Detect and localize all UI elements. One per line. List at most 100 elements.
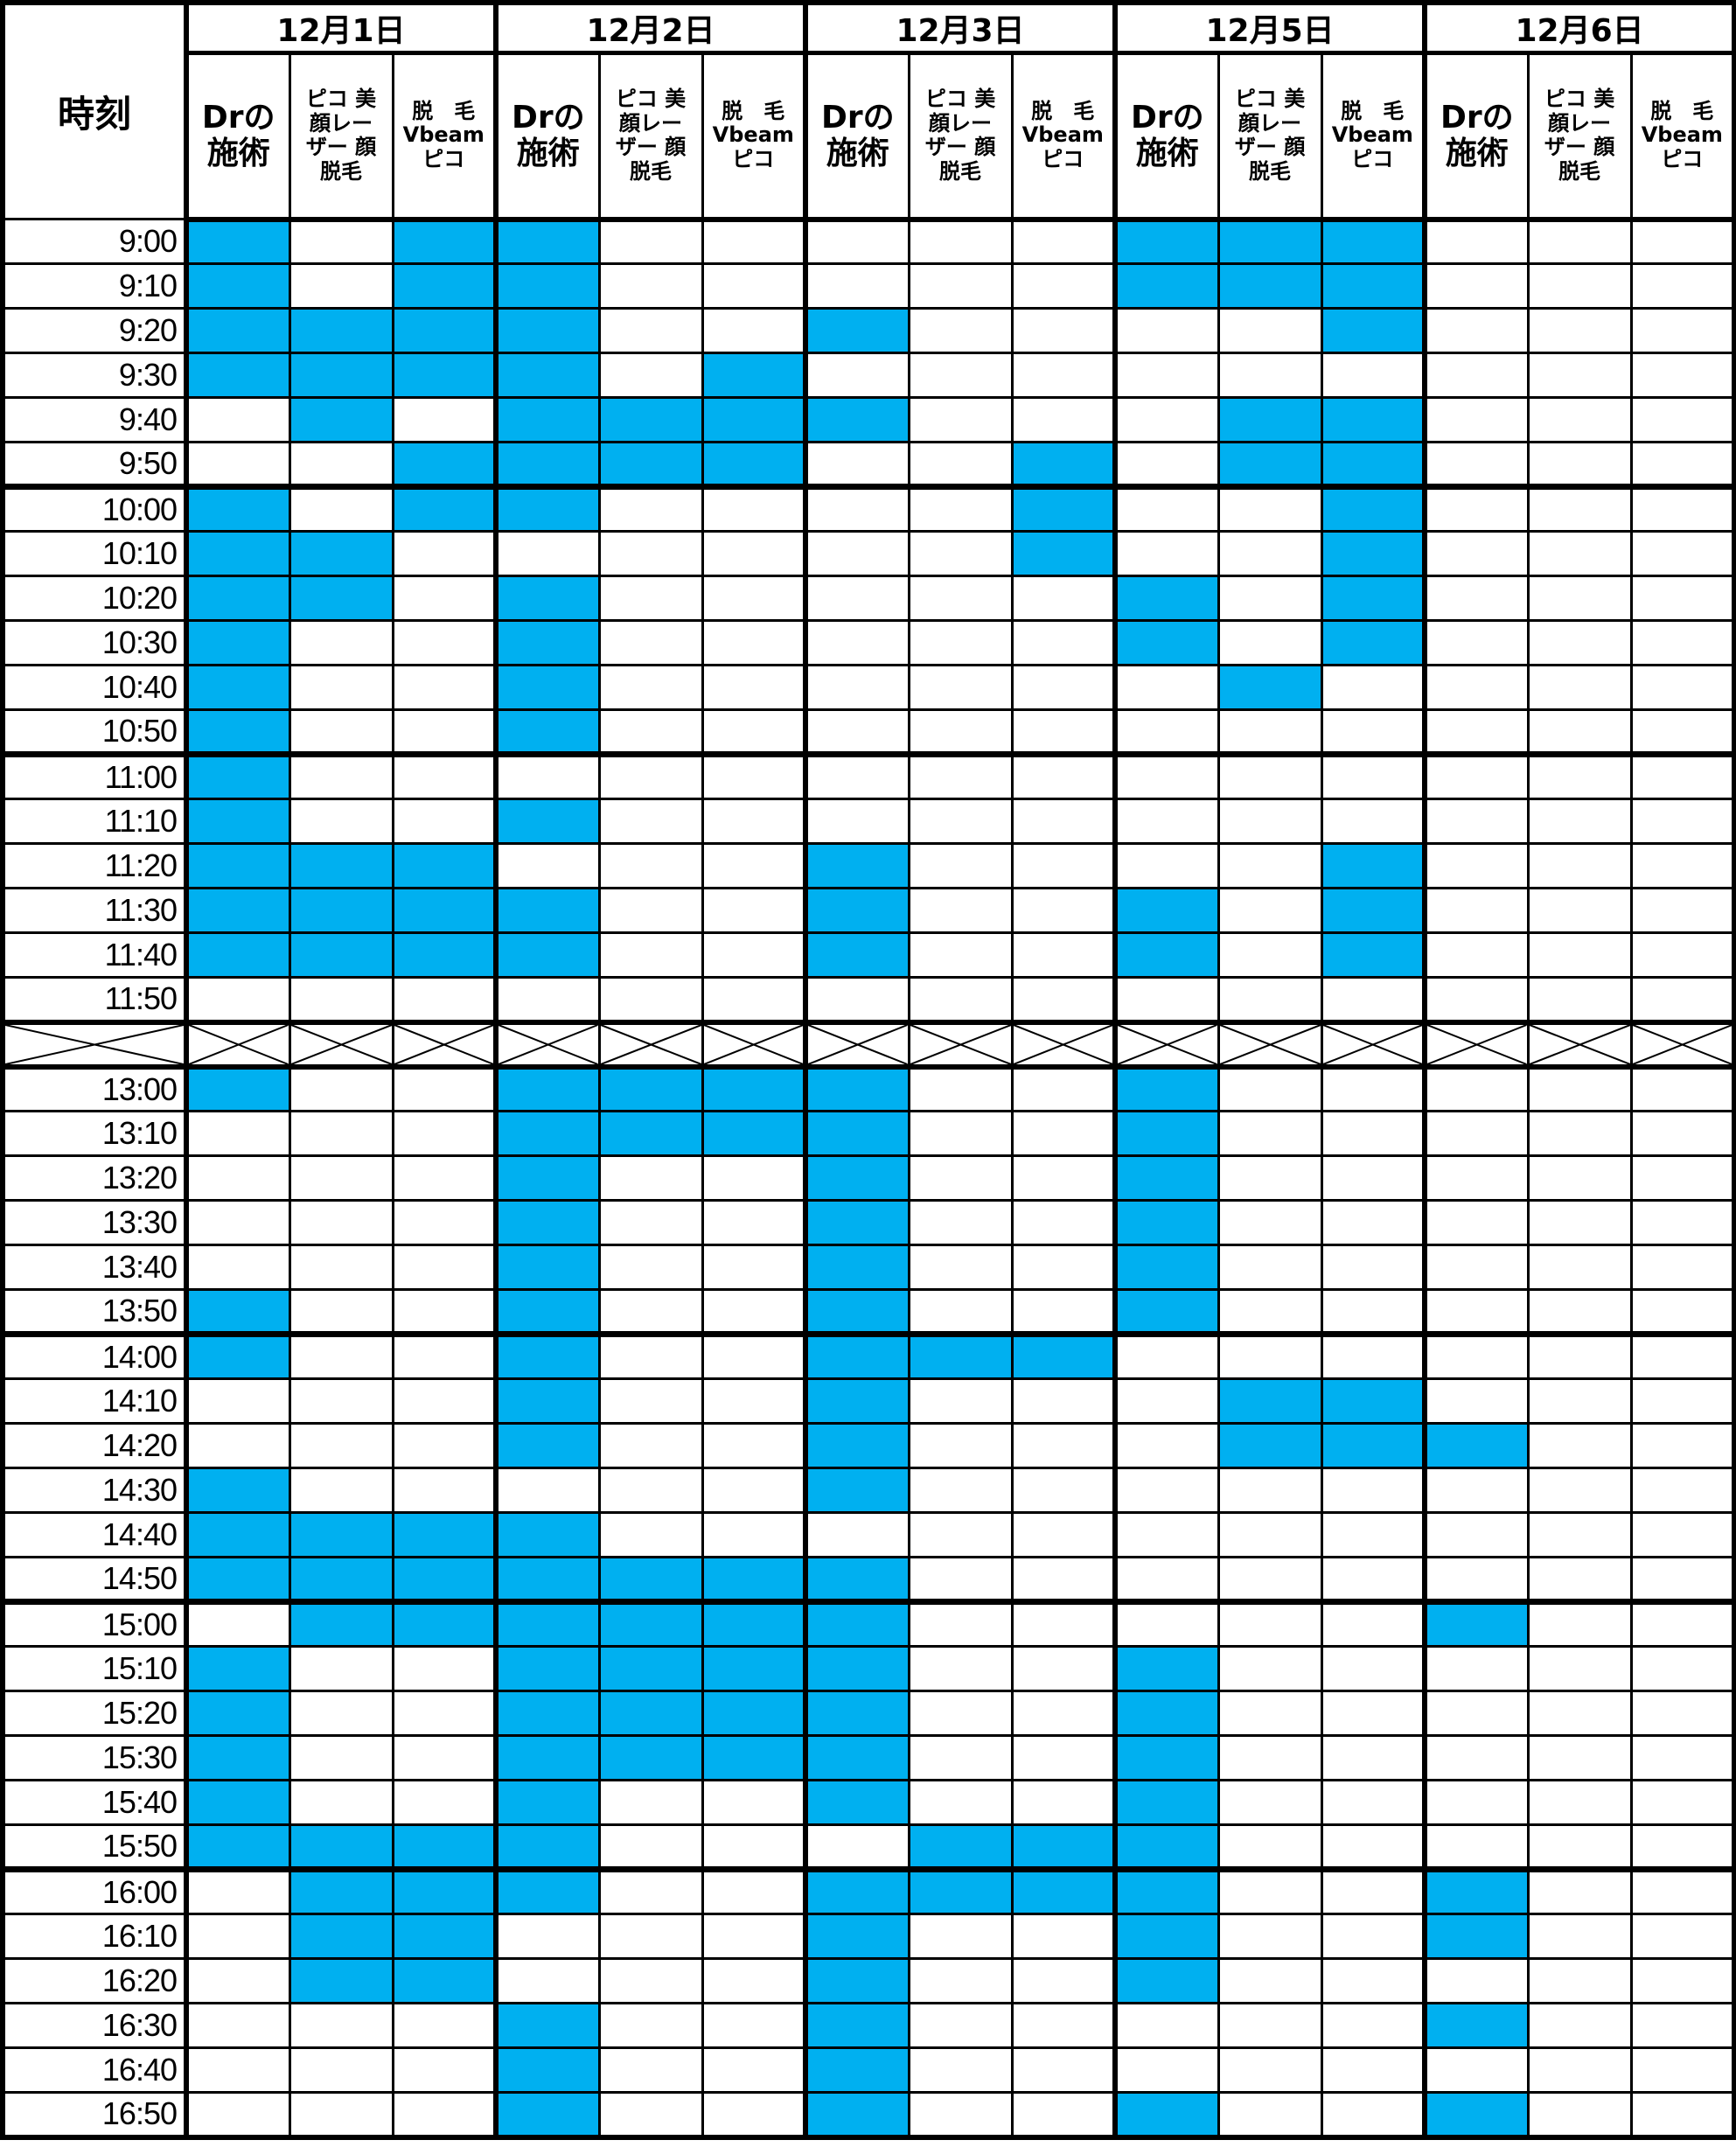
booked-slot[interactable] [597, 1599, 704, 1648]
free-slot[interactable] [1526, 1734, 1633, 1781]
free-slot[interactable] [391, 1377, 498, 1425]
free-slot[interactable] [1010, 1377, 1117, 1425]
booked-slot[interactable] [803, 2046, 910, 2094]
free-slot[interactable] [907, 1065, 1014, 1112]
free-slot[interactable] [1217, 1467, 1323, 1514]
booked-slot[interactable] [288, 1957, 394, 2004]
free-slot[interactable] [1112, 441, 1220, 488]
free-slot[interactable] [288, 1244, 394, 1291]
booked-slot[interactable] [288, 842, 394, 889]
booked-slot[interactable] [184, 262, 291, 310]
booked-slot[interactable] [803, 1065, 910, 1112]
free-slot[interactable] [1422, 396, 1530, 443]
booked-slot[interactable] [701, 1690, 807, 1737]
booked-slot[interactable] [1010, 1866, 1117, 1915]
free-slot[interactable] [907, 1288, 1014, 1335]
free-slot[interactable] [1422, 262, 1530, 310]
booked-slot[interactable] [597, 1645, 704, 1692]
free-slot[interactable] [1422, 798, 1530, 845]
booked-slot[interactable] [701, 1734, 807, 1781]
free-slot[interactable] [184, 1244, 291, 1291]
booked-slot[interactable] [1112, 575, 1220, 622]
free-slot[interactable] [597, 218, 704, 265]
free-slot[interactable] [701, 307, 807, 354]
booked-slot[interactable] [701, 1556, 807, 1603]
booked-slot[interactable] [493, 1779, 601, 1826]
free-slot[interactable] [288, 1288, 394, 1335]
free-slot[interactable] [1629, 798, 1736, 845]
free-slot[interactable] [1526, 2091, 1633, 2138]
free-slot[interactable] [1320, 1913, 1426, 1960]
free-slot[interactable] [1217, 1288, 1323, 1335]
free-slot[interactable] [701, 2091, 807, 2138]
free-slot[interactable] [701, 1511, 807, 1558]
free-slot[interactable] [597, 1199, 704, 1246]
free-slot[interactable] [1422, 751, 1530, 800]
free-slot[interactable] [1010, 887, 1117, 934]
free-slot[interactable] [391, 2002, 498, 2049]
free-slot[interactable] [288, 1779, 394, 1826]
free-slot[interactable] [907, 798, 1014, 845]
free-slot[interactable] [1112, 798, 1220, 845]
free-slot[interactable] [184, 1913, 291, 1960]
free-slot[interactable] [1629, 1823, 1736, 1871]
free-slot[interactable] [701, 664, 807, 711]
free-slot[interactable] [1320, 1511, 1426, 1558]
free-slot[interactable] [1217, 976, 1323, 1023]
booked-slot[interactable] [1320, 262, 1426, 310]
free-slot[interactable] [1526, 1823, 1633, 1871]
free-slot[interactable] [391, 1331, 498, 1380]
free-slot[interactable] [597, 1957, 704, 2004]
free-slot[interactable] [1526, 441, 1633, 488]
free-slot[interactable] [1217, 1065, 1323, 1112]
free-slot[interactable] [184, 441, 291, 488]
booked-slot[interactable] [391, 484, 498, 533]
free-slot[interactable] [1217, 1154, 1323, 1202]
free-slot[interactable] [184, 2002, 291, 2049]
free-slot[interactable] [288, 1645, 394, 1692]
free-slot[interactable] [1112, 307, 1220, 354]
free-slot[interactable] [1629, 931, 1736, 979]
free-slot[interactable] [597, 931, 704, 979]
free-slot[interactable] [597, 484, 704, 533]
booked-slot[interactable] [288, 887, 394, 934]
free-slot[interactable] [907, 352, 1014, 399]
free-slot[interactable] [1629, 1690, 1736, 1737]
booked-slot[interactable] [288, 1511, 394, 1558]
free-slot[interactable] [1526, 931, 1633, 979]
booked-slot[interactable] [1112, 887, 1220, 934]
free-slot[interactable] [907, 1913, 1014, 1960]
free-slot[interactable] [701, 708, 807, 756]
free-slot[interactable] [907, 1154, 1014, 1202]
free-slot[interactable] [907, 2002, 1014, 2049]
free-slot[interactable] [907, 530, 1014, 577]
free-slot[interactable] [907, 262, 1014, 310]
booked-slot[interactable] [288, 530, 394, 577]
free-slot[interactable] [1217, 484, 1323, 533]
free-slot[interactable] [1526, 619, 1633, 666]
booked-slot[interactable] [1422, 1913, 1530, 1960]
free-slot[interactable] [1010, 1957, 1117, 2004]
booked-slot[interactable] [803, 1556, 910, 1603]
free-slot[interactable] [597, 1422, 704, 1469]
booked-slot[interactable] [493, 1422, 601, 1469]
free-slot[interactable] [1422, 1511, 1530, 1558]
free-slot[interactable] [1320, 1110, 1426, 1157]
free-slot[interactable] [1526, 484, 1633, 533]
free-slot[interactable] [288, 1199, 394, 1246]
free-slot[interactable] [184, 1377, 291, 1425]
booked-slot[interactable] [184, 1823, 291, 1871]
booked-slot[interactable] [1112, 1913, 1220, 1960]
booked-slot[interactable] [907, 1331, 1014, 1380]
free-slot[interactable] [288, 262, 394, 310]
free-slot[interactable] [1629, 218, 1736, 265]
free-slot[interactable] [1526, 1199, 1633, 1246]
free-slot[interactable] [1010, 1556, 1117, 1603]
free-slot[interactable] [1320, 352, 1426, 399]
free-slot[interactable] [1010, 575, 1117, 622]
free-slot[interactable] [184, 2046, 291, 2094]
free-slot[interactable] [1320, 751, 1426, 800]
free-slot[interactable] [701, 262, 807, 310]
free-slot[interactable] [1010, 352, 1117, 399]
free-slot[interactable] [907, 1511, 1014, 1558]
